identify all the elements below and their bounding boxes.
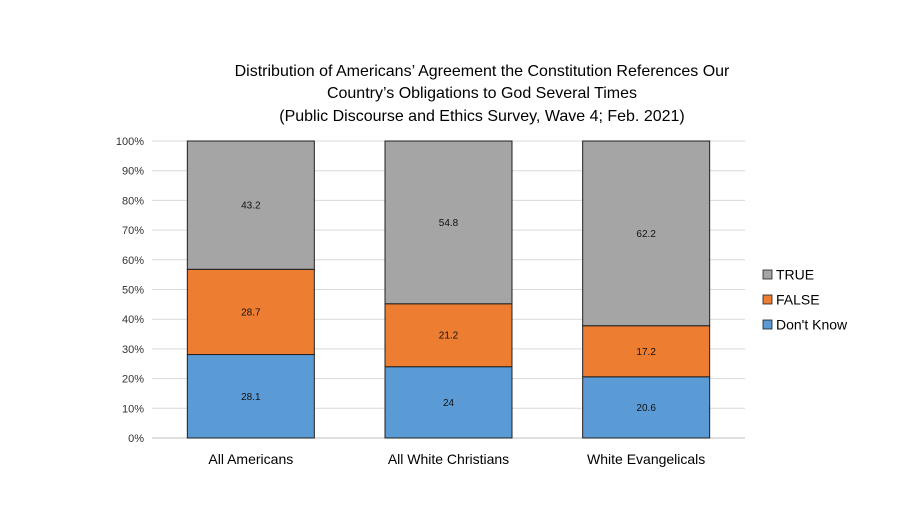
y-tick-label: 80% — [122, 195, 144, 207]
x-category-label: All White Christians — [388, 451, 509, 467]
data-label: 21.2 — [439, 331, 459, 342]
bar-segment — [384, 140, 513, 305]
legend-label: FALSE — [776, 292, 820, 308]
legend-label: TRUE — [776, 267, 814, 283]
bar-segment — [384, 366, 513, 439]
legend-swatch — [762, 269, 773, 280]
bar-segment — [186, 140, 315, 270]
y-tick-label: 70% — [122, 225, 144, 237]
bar-segment — [186, 268, 315, 356]
y-tick-label: 30% — [122, 344, 144, 356]
x-category-label: All Americans — [208, 451, 293, 467]
legend: TRUE FALSE Don't Know — [762, 267, 848, 333]
data-label: 28.7 — [241, 307, 261, 318]
chart-title-line-3: (Public Discourse and Ethics Survey, Wav… — [279, 108, 685, 125]
x-axis-labels: All Americans All White Christians White E… — [208, 451, 705, 467]
y-tick-label: 0% — [128, 433, 144, 445]
bar-segment — [582, 140, 711, 327]
data-label: 24 — [443, 398, 455, 409]
bars: 28.1 28.7 43.2 24 21.2 54.8 20.6 17.2 62.2 — [186, 140, 711, 439]
x-category-label: White Evangelicals — [587, 451, 705, 467]
y-tick-label: 10% — [122, 403, 144, 415]
data-label: 20.6 — [636, 403, 656, 414]
chart-title-line-1: Distribution of Americans’ Agreement the… — [235, 63, 730, 80]
y-tick-label: 90% — [122, 166, 144, 178]
bar-segment — [384, 303, 513, 368]
data-label: 28.1 — [241, 392, 261, 403]
legend-swatch — [762, 319, 773, 330]
y-axis-ticks: 0% 10% 20% 30% 40% 50% 60% 70% 80% 90% 100% — [116, 136, 144, 445]
y-tick-label: 40% — [122, 314, 144, 326]
y-tick-label: 50% — [122, 285, 144, 297]
legend-swatch — [762, 294, 773, 305]
bar-segment — [582, 325, 711, 378]
data-label: 43.2 — [241, 201, 261, 212]
y-tick-label: 20% — [122, 374, 144, 386]
legend-label: Don't Know — [776, 317, 848, 333]
y-tick-label: 60% — [122, 255, 144, 267]
bar-segment — [186, 354, 315, 439]
data-label: 54.8 — [439, 218, 459, 229]
data-label: 17.2 — [636, 347, 656, 358]
data-label: 62.2 — [636, 229, 656, 240]
chart-title-line-2: Country’s Obligations to God Several Tim… — [327, 85, 637, 102]
y-tick-label: 100% — [116, 136, 144, 148]
